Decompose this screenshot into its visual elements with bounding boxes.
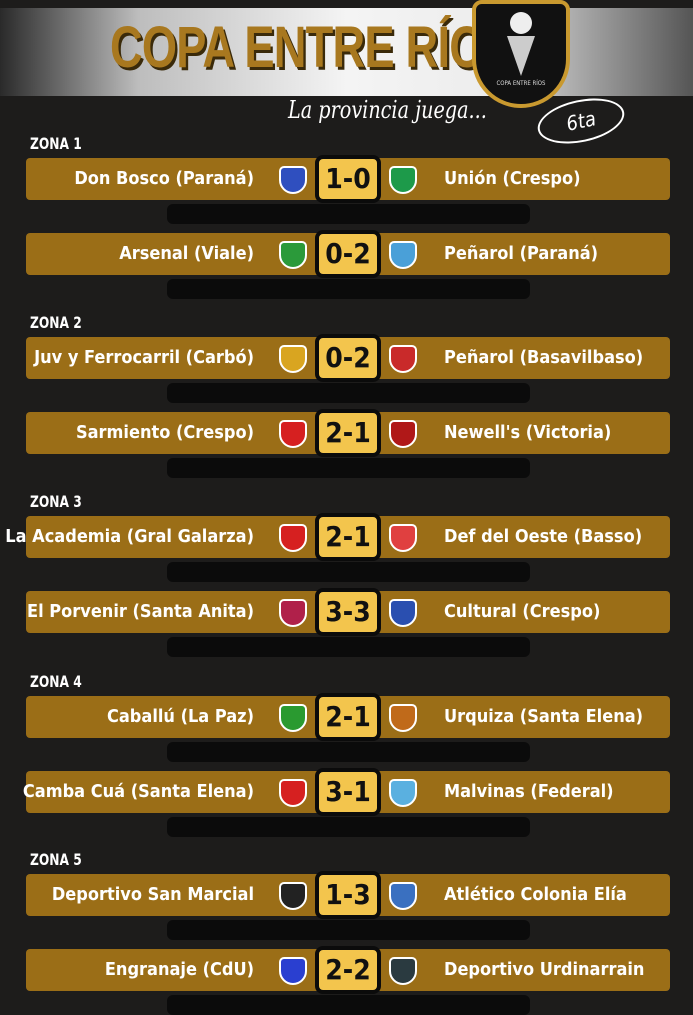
match-row: El Porvenir (Santa Anita) 3-3 Cultural (…	[26, 588, 670, 636]
home-crest-icon	[279, 882, 307, 910]
page-title: COPA ENTRE RÍOS	[110, 15, 514, 80]
away-team: Cultural (Crespo)	[444, 601, 601, 622]
away-team: Deportivo Urdinarrain	[444, 959, 645, 980]
home-team: Sarmiento (Crespo)	[75, 422, 254, 443]
away-crest-icon	[389, 779, 417, 807]
zone-label: ZONA 3	[30, 492, 82, 511]
away-team: Newell's (Victoria)	[444, 422, 612, 443]
score-box: 2-2	[315, 946, 381, 994]
away-team: Peñarol (Paraná)	[444, 243, 599, 264]
row-shadow	[167, 562, 530, 582]
trophy-icon	[507, 36, 535, 76]
away-crest-icon	[389, 599, 417, 627]
slogan: La provincia juega...	[288, 96, 487, 124]
home-team: La Academia (Gral Galarza)	[5, 526, 254, 547]
row-shadow	[167, 458, 530, 478]
home-team: Don Bosco (Paraná)	[74, 168, 254, 189]
score-box: 2-1	[315, 409, 381, 457]
score-box: 1-3	[315, 871, 381, 919]
home-crest-icon	[279, 420, 307, 448]
away-team: Malvinas (Federal)	[444, 781, 614, 802]
match-row: Camba Cuá (Santa Elena) 3-1 Malvinas (Fe…	[22, 768, 670, 816]
score-box: 0-2	[315, 230, 381, 278]
match-row: Juv y Ferrocarril (Carbó) 0-2 Peñarol (B…	[26, 334, 670, 382]
ball-icon	[510, 12, 532, 34]
home-crest-icon	[279, 779, 307, 807]
score-box: 3-1	[315, 768, 381, 816]
row-shadow	[167, 637, 530, 657]
away-crest-icon	[389, 420, 417, 448]
score-box: 3-3	[315, 588, 381, 636]
match-row: Engranaje (CdU) 2-2 Deportivo Urdinarrai…	[26, 946, 670, 994]
home-team: El Porvenir (Santa Anita)	[27, 601, 254, 622]
row-shadow	[167, 383, 530, 403]
home-team: Engranaje (CdU)	[104, 959, 254, 980]
zone-label: ZONA 2	[30, 313, 82, 332]
match-row: Arsenal (Viale) 0-2 Peñarol (Paraná)	[26, 230, 670, 278]
row-shadow	[167, 920, 530, 940]
home-team: Deportivo San Marcial	[51, 884, 254, 905]
row-shadow	[167, 817, 530, 837]
match-row: La Academia (Gral Galarza) 2-1 Def del O…	[5, 513, 670, 561]
home-crest-icon	[279, 166, 307, 194]
away-crest-icon	[389, 704, 417, 732]
away-crest-icon	[389, 882, 417, 910]
zone-label: ZONA 4	[30, 672, 82, 691]
zone-label: ZONA 5	[30, 850, 82, 869]
home-team: Arsenal (Viale)	[119, 243, 254, 264]
match-row: Don Bosco (Paraná) 1-0 Unión (Crespo)	[26, 155, 670, 203]
score-box: 0-2	[315, 334, 381, 382]
row-shadow	[167, 995, 530, 1015]
row-shadow	[167, 279, 530, 299]
logo-text: COPA ENTRE RÍOS	[496, 80, 546, 87]
away-crest-icon	[389, 166, 417, 194]
tournament-logo: COPA ENTRE RÍOS	[472, 0, 570, 108]
row-shadow	[167, 742, 530, 762]
match-row: Deportivo San Marcial 1-3 Atlético Colon…	[26, 871, 670, 919]
edition-label: 6ta	[533, 91, 629, 151]
home-team: Caballú (La Paz)	[107, 706, 254, 727]
away-team: Peñarol (Basavilbaso)	[444, 347, 644, 368]
home-crest-icon	[279, 524, 307, 552]
away-crest-icon	[389, 345, 417, 373]
home-crest-icon	[279, 241, 307, 269]
away-crest-icon	[389, 957, 417, 985]
home-team: Camba Cuá (Santa Elena)	[22, 781, 254, 802]
score-box: 1-0	[315, 155, 381, 203]
away-team: Atlético Colonia Elía	[444, 884, 627, 905]
header-banner	[0, 8, 693, 96]
score-box: 2-1	[315, 693, 381, 741]
match-row: Caballú (La Paz) 2-1 Urquiza (Santa Elen…	[26, 693, 670, 741]
zone-label: ZONA 1	[30, 134, 82, 153]
home-team: Juv y Ferrocarril (Carbó)	[34, 347, 254, 368]
away-crest-icon	[389, 524, 417, 552]
home-crest-icon	[279, 957, 307, 985]
away-crest-icon	[389, 241, 417, 269]
row-shadow	[167, 204, 530, 224]
away-team: Unión (Crespo)	[444, 168, 581, 189]
home-crest-icon	[279, 599, 307, 627]
match-row: Sarmiento (Crespo) 2-1 Newell's (Victori…	[26, 409, 670, 457]
home-crest-icon	[279, 345, 307, 373]
away-team: Def del Oeste (Basso)	[444, 526, 643, 547]
home-crest-icon	[279, 704, 307, 732]
score-box: 2-1	[315, 513, 381, 561]
away-team: Urquiza (Santa Elena)	[444, 706, 644, 727]
